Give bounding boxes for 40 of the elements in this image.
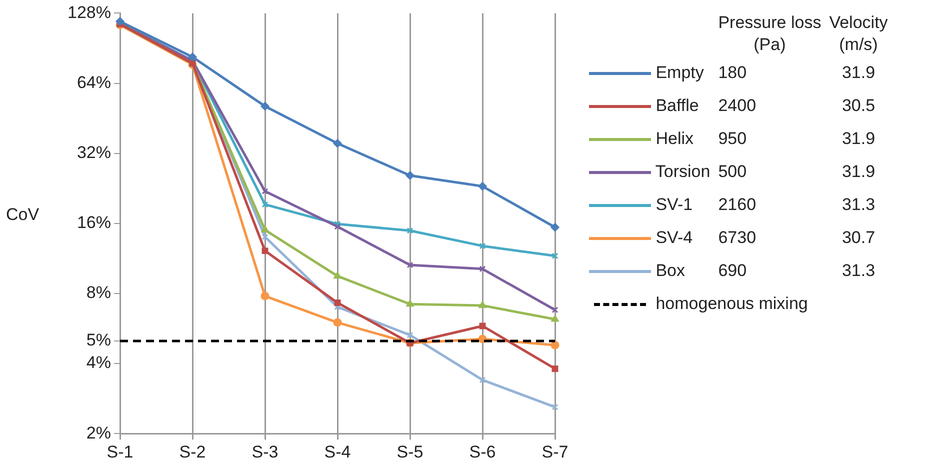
x-tick-label: S-6 [469,442,496,462]
text: 30.5 [840,94,876,116]
y-tick-label: 32% [76,143,111,162]
text: 690 [717,260,748,282]
legend-label: homogenous mixing [654,294,808,312]
y-tick-label: 5% [86,330,111,350]
text: 30.7 [840,226,876,248]
y-tick-label: 16% [76,213,111,232]
x-tick-label: S-3 [252,442,278,462]
text: 31.3 [840,194,876,216]
x-tick-label: S-2 [179,442,206,462]
text: 2400 [717,94,758,116]
x-tick-label: S-7 [542,442,568,462]
text: 6730 [717,226,758,248]
y-tick-label: 8% [86,283,111,302]
text: 2160 [717,194,758,216]
x-tick-label: S-1 [106,442,134,462]
text: 31.9 [840,128,876,150]
y-tick-label: 128% [68,2,111,22]
legend-label: Box [654,260,686,280]
y-axis-title: CoV [6,205,40,225]
text: Velocity (m/s) [828,12,889,56]
text: 31.9 [840,62,876,84]
x-tick-label: S-5 [396,442,424,462]
text: 180 [717,62,748,84]
x-tick-label: S-4 [324,442,351,462]
text: Pressure loss (Pa) [717,12,822,56]
text: 950 [717,128,748,150]
y-tick-label: 4% [86,353,111,372]
legend-label: Helix [654,128,694,148]
text: 500 [717,160,748,182]
y-tick-label: 2% [86,423,111,442]
text: 31.9 [840,160,876,182]
legend-label: Torsion [654,162,710,180]
legend-label: SV-4 [654,228,693,246]
text: 31.3 [840,260,876,282]
legend-label: SV-1 [654,194,693,214]
legend-label: Baffle [654,96,699,114]
y-tick-label: 64% [76,72,111,92]
legend-label: Empty [654,62,704,82]
